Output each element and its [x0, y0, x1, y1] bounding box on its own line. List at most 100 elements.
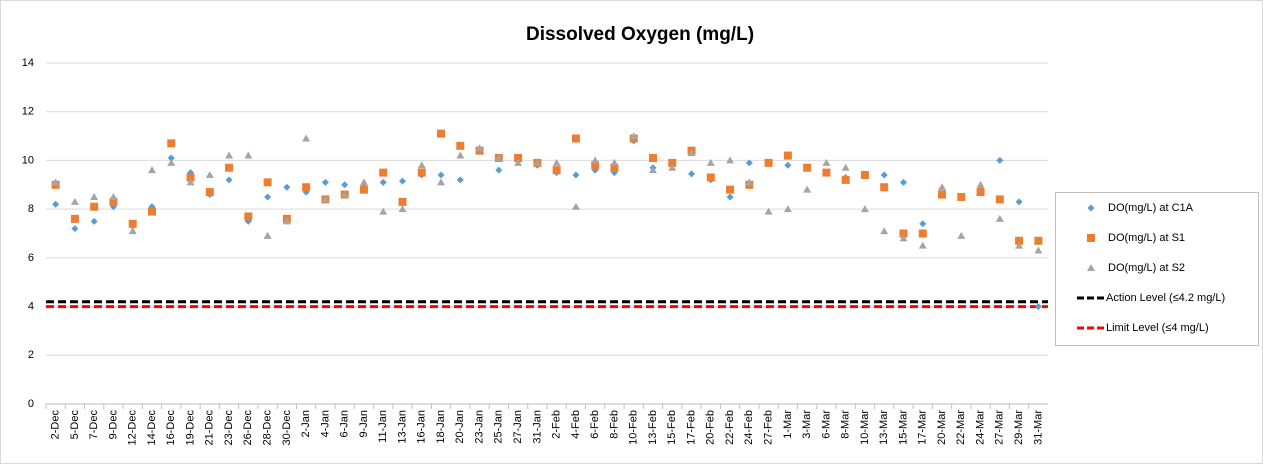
data-point: [321, 195, 330, 203]
data-point: [764, 158, 773, 167]
data-point: [167, 158, 176, 166]
data-point: [147, 207, 156, 216]
data-point: [147, 166, 156, 174]
x-tick-label: 6-Jan: [339, 410, 351, 438]
data-point: [687, 149, 696, 157]
x-tick-label: 10-Feb: [628, 410, 640, 445]
data-point: [745, 178, 754, 186]
data-point: [359, 178, 368, 186]
x-tick-label: 26-Dec: [242, 410, 254, 446]
data-point: [263, 178, 272, 187]
legend-label: Action Level (≤4.2 mg/L): [1106, 292, 1225, 304]
x-tick-label: 13-Jan: [396, 410, 408, 444]
data-point: [745, 159, 753, 167]
y-tick-label: 8: [28, 203, 34, 215]
x-tick-label: 15-Feb: [666, 410, 678, 445]
x-tick-label: 15-Mar: [897, 410, 909, 445]
data-point: [456, 151, 465, 159]
x-tick-label: 11-Jan: [377, 410, 389, 443]
legend-marker: [1087, 204, 1095, 212]
x-tick-label: 31-Mar: [1032, 410, 1044, 445]
data-point: [860, 171, 869, 180]
data-point: [225, 163, 234, 172]
x-tick-label: 27-Feb: [763, 410, 775, 445]
x-tick-label: 6-Feb: [589, 410, 601, 439]
x-tick-label: 18-Jan: [435, 410, 447, 444]
data-point: [128, 219, 137, 228]
data-point: [572, 171, 580, 179]
x-tick-label: 25-Jan: [493, 410, 505, 444]
data-point: [90, 217, 98, 225]
y-tick-label: 4: [28, 300, 34, 312]
data-point: [880, 183, 889, 192]
data-point: [398, 177, 406, 185]
x-tick-label: 17-Mar: [917, 410, 929, 445]
data-point: [764, 207, 773, 215]
legend-marker: [1087, 234, 1095, 242]
data-point: [167, 139, 176, 148]
data-point: [90, 202, 99, 211]
x-tick-label: 22-Feb: [724, 410, 736, 445]
data-point: [1034, 236, 1043, 245]
data-point: [379, 207, 388, 215]
data-point: [90, 192, 99, 200]
legend-label: Limit Level (≤4 mg/L): [1106, 322, 1209, 334]
data-point: [726, 156, 735, 164]
data-point: [591, 161, 600, 170]
data-point: [52, 200, 60, 208]
x-tick-label: 14-Dec: [146, 410, 158, 446]
x-tick-label: 13-Mar: [878, 410, 890, 445]
data-point: [341, 181, 349, 189]
data-point: [494, 153, 503, 161]
x-tick-label: 31-Jan: [531, 410, 543, 444]
data-point: [726, 193, 734, 201]
x-tick-label: 7-Dec: [88, 410, 100, 440]
data-point: [282, 217, 291, 225]
data-point: [783, 205, 792, 213]
data-point: [264, 193, 272, 201]
data-point: [571, 202, 580, 210]
x-tick-label: 29-Mar: [1013, 410, 1025, 445]
data-point: [995, 214, 1004, 222]
data-point: [610, 158, 619, 166]
data-point: [109, 192, 118, 200]
y-tick-label: 0: [28, 398, 34, 410]
data-point: [533, 158, 542, 166]
x-tick-label: 20-Jan: [454, 410, 466, 444]
x-tick-label: 24-Mar: [974, 410, 986, 445]
data-point: [167, 154, 175, 162]
data-point: [359, 185, 368, 194]
x-tick-label: 27-Mar: [994, 410, 1006, 445]
x-tick-label: 20-Mar: [936, 410, 948, 445]
data-point: [186, 173, 195, 182]
data-point: [225, 176, 233, 184]
x-tick-label: 24-Feb: [743, 410, 755, 445]
x-tick-label: 2-Feb: [551, 410, 563, 439]
data-point: [899, 178, 907, 186]
x-tick-label: 28-Dec: [262, 410, 274, 446]
data-point: [880, 227, 889, 235]
data-point: [996, 156, 1004, 164]
data-point: [706, 173, 715, 182]
x-tick-label: 9-Jan: [358, 410, 370, 438]
x-tick-label: 4-Feb: [570, 410, 582, 439]
x-tick-label: 19-Dec: [184, 410, 196, 446]
data-point: [668, 158, 677, 167]
data-point: [919, 220, 927, 228]
data-point: [918, 241, 927, 249]
data-point: [51, 178, 60, 186]
data-point: [918, 229, 927, 238]
data-point: [340, 190, 349, 198]
data-point: [186, 178, 195, 186]
legend-label: DO(mg/L) at S1: [1108, 232, 1185, 244]
data-point: [591, 156, 600, 164]
data-point: [841, 175, 850, 184]
x-tick-label: 23-Jan: [473, 410, 485, 444]
data-point: [456, 176, 464, 184]
x-tick-label: 16-Jan: [416, 410, 428, 444]
data-point: [552, 158, 561, 166]
data-point: [475, 144, 484, 152]
x-tick-label: 20-Feb: [705, 410, 717, 445]
